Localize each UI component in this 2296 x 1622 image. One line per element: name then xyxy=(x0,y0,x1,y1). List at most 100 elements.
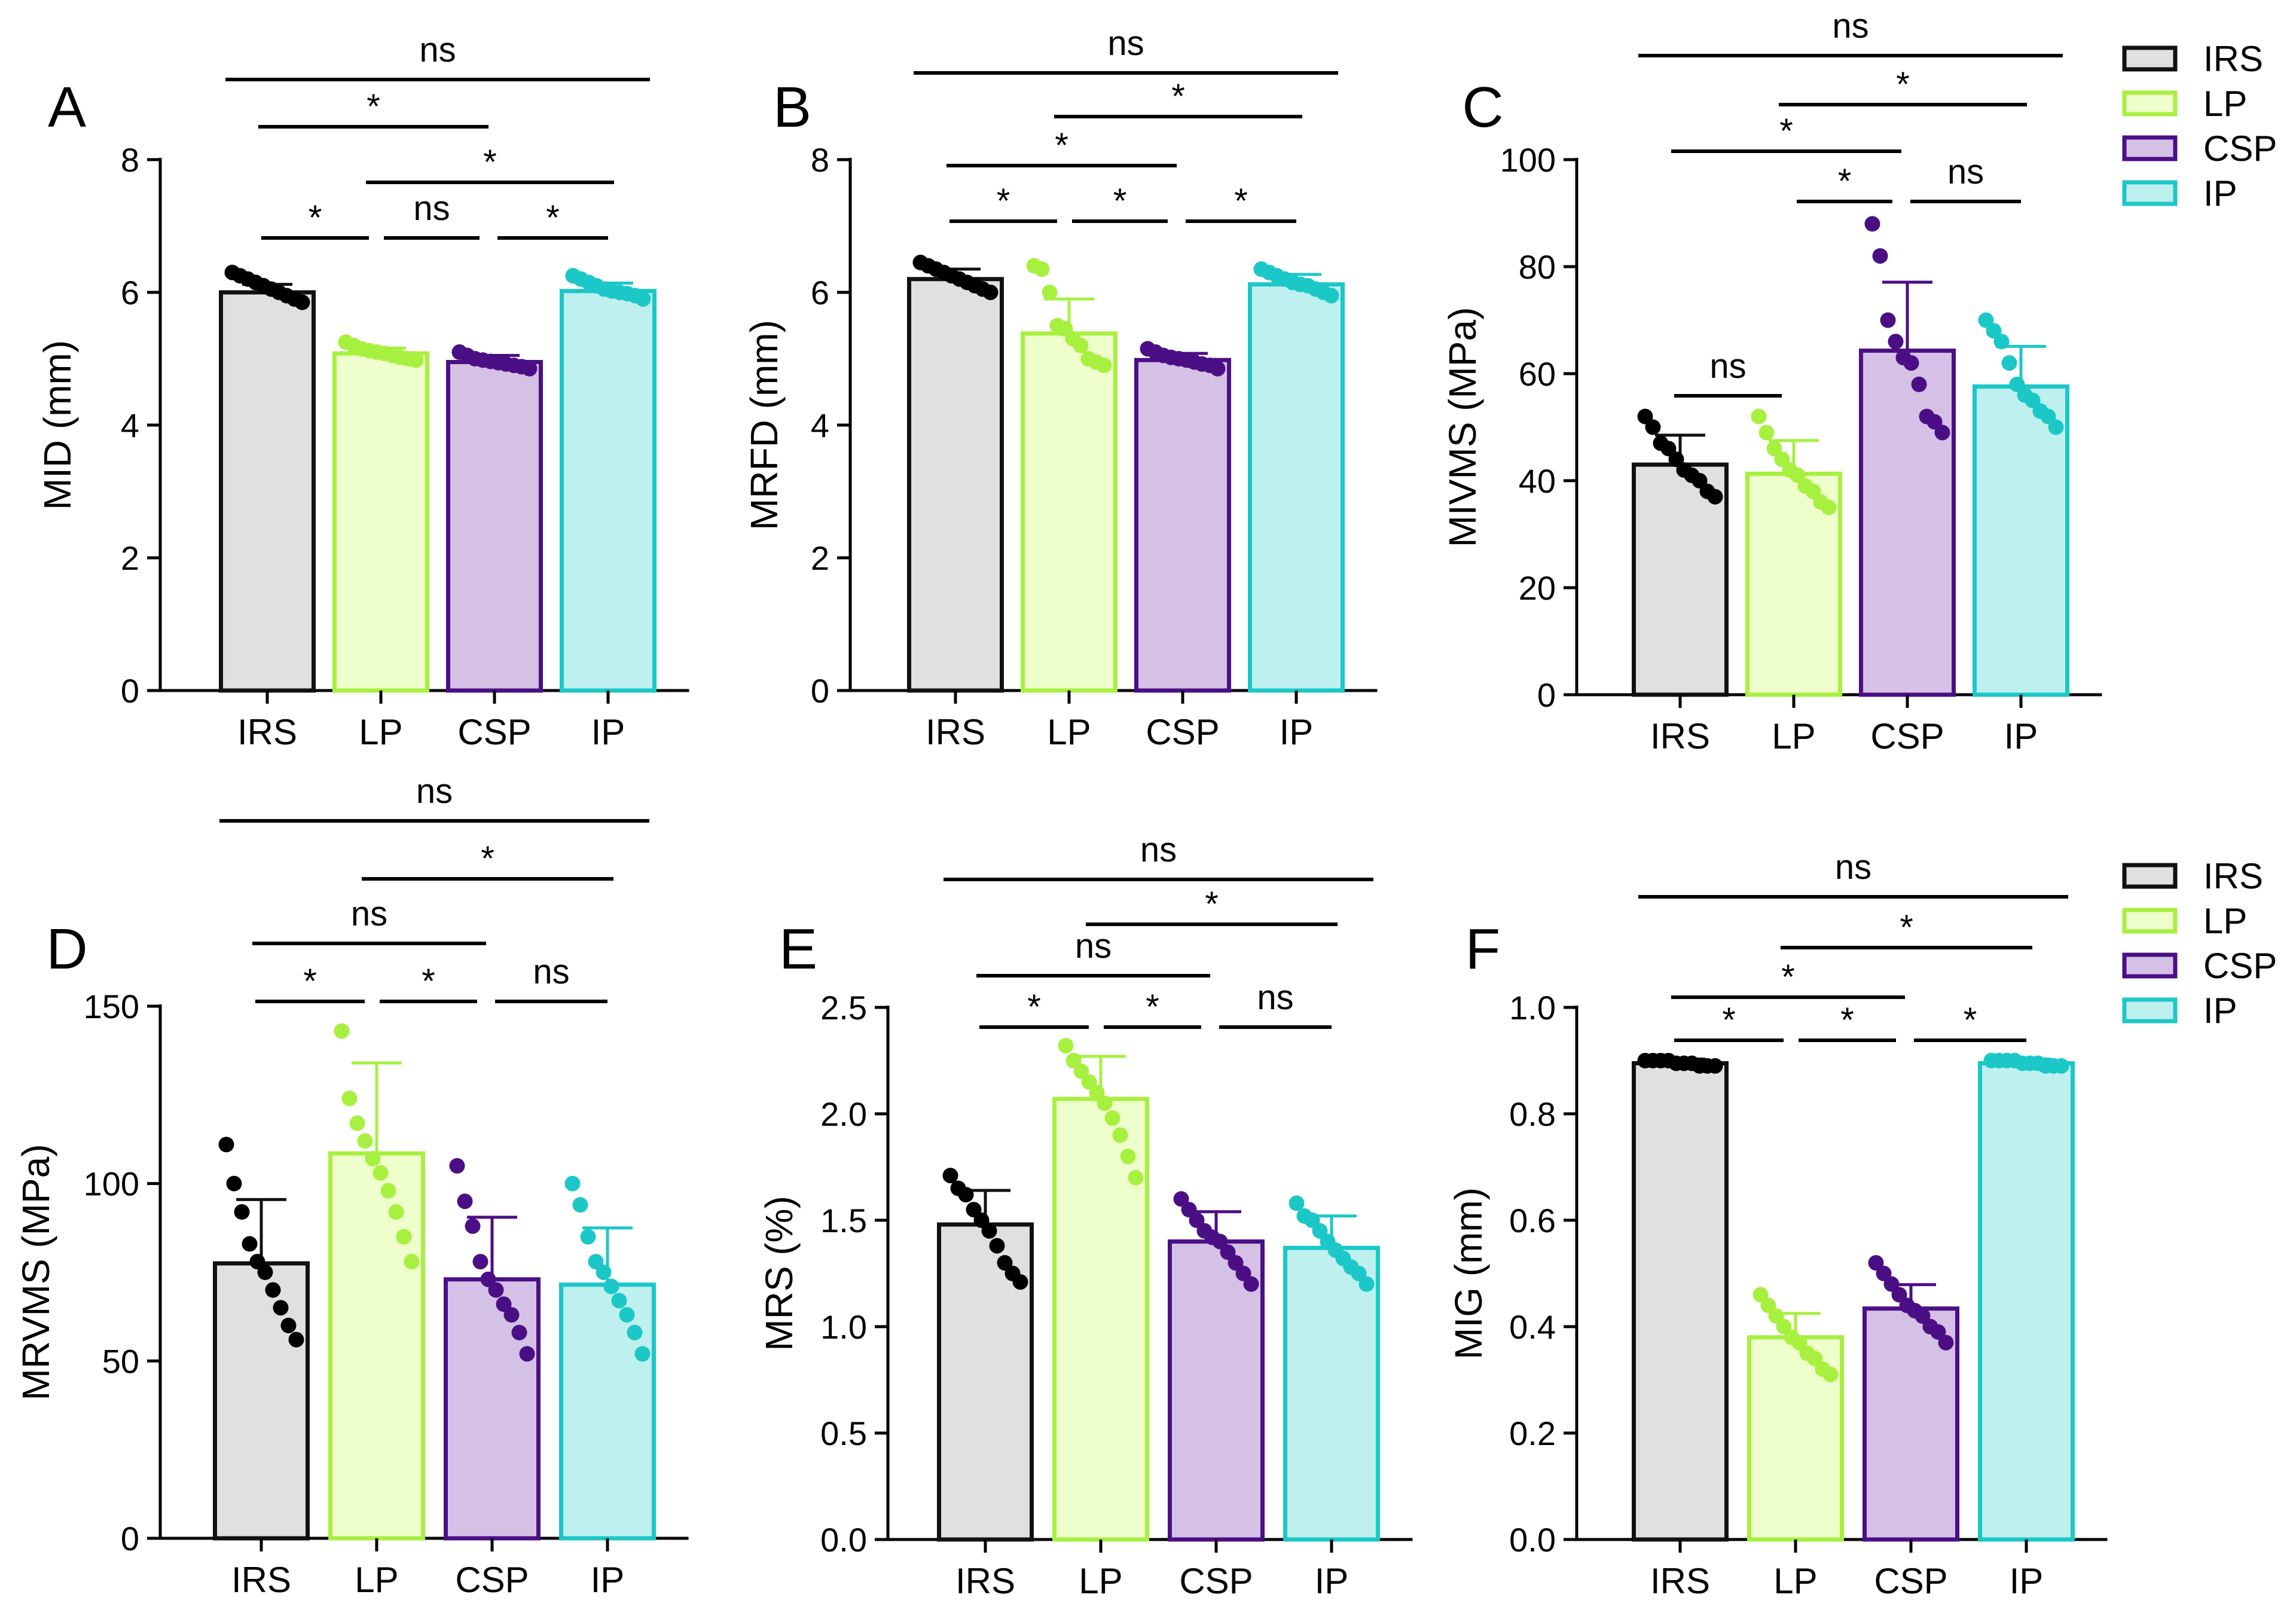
y-tick-label: 1.5 xyxy=(820,1202,867,1239)
data-point xyxy=(611,1293,627,1309)
data-point xyxy=(496,1296,512,1312)
data-point xyxy=(1097,1095,1113,1111)
data-point xyxy=(1986,323,2002,339)
data-point xyxy=(1915,1308,1931,1324)
data-point xyxy=(1637,408,1653,424)
significance-label: * xyxy=(1964,1001,1977,1040)
data-point xyxy=(966,1202,982,1218)
data-point xyxy=(1938,1334,1954,1351)
data-point xyxy=(1993,334,2010,350)
bar-ip xyxy=(1978,1061,2075,1542)
data-point xyxy=(973,1212,990,1228)
data-point xyxy=(619,1307,635,1323)
data-point xyxy=(1073,337,1089,353)
data-point xyxy=(1243,1276,1259,1292)
data-point xyxy=(1868,1255,1884,1271)
data-point xyxy=(408,352,424,368)
significance-label: * xyxy=(997,182,1010,221)
significance-label: ns xyxy=(1107,24,1144,63)
data-point xyxy=(1822,1367,1839,1383)
significance-label: * xyxy=(367,87,380,126)
bar-csp xyxy=(1134,358,1231,693)
significance-label: ns xyxy=(533,952,569,991)
data-point xyxy=(1911,376,1927,392)
significance-label: ns xyxy=(1835,848,1871,887)
chart-panel-a: A 0 2 4 6 8 MID (mm) IRS LP CSP IP ns * * * ns * xyxy=(36,30,689,752)
data-point xyxy=(2053,1058,2069,1074)
y-tick-label: 4 xyxy=(811,407,829,444)
significance-label: ns xyxy=(1140,830,1177,869)
legend-label: IRS xyxy=(2203,39,2263,79)
data-point xyxy=(1821,499,1837,515)
significance-label: * xyxy=(1896,65,1910,104)
y-axis-label: MIVMS (MPa) xyxy=(1441,307,1484,548)
data-point xyxy=(1774,451,1790,468)
x-tick-label: CSP xyxy=(455,1560,529,1600)
data-point xyxy=(404,1254,420,1270)
legend-swatch-ip xyxy=(2122,180,2178,206)
data-point xyxy=(357,1133,373,1149)
significance-label: ns xyxy=(1832,7,1868,45)
data-point xyxy=(564,1175,581,1192)
data-point xyxy=(627,1324,643,1340)
x-tick-label: IRS xyxy=(237,712,297,752)
data-point xyxy=(635,291,651,307)
data-point xyxy=(1660,441,1677,457)
data-point xyxy=(1358,1276,1375,1292)
x-tick-label: LP xyxy=(1079,1561,1122,1601)
bar-ip xyxy=(1973,384,2069,697)
bar-ip xyxy=(1248,282,1345,693)
data-point xyxy=(1930,1324,1946,1340)
data-point xyxy=(2040,408,2056,424)
y-tick-label: 0.2 xyxy=(1509,1415,1556,1452)
data-point xyxy=(1189,1212,1205,1228)
data-point xyxy=(1304,1212,1320,1228)
data-point xyxy=(1707,488,1723,505)
data-point xyxy=(1668,451,1684,468)
data-point xyxy=(1212,1233,1228,1250)
data-point xyxy=(1872,248,1888,264)
data-point xyxy=(981,1223,997,1239)
x-tick-label: IP xyxy=(591,712,625,752)
significance-label: * xyxy=(1722,1001,1736,1040)
significance-label: * xyxy=(1840,1001,1854,1040)
y-tick-label: 8 xyxy=(811,141,829,179)
data-point xyxy=(396,1229,412,1245)
data-point xyxy=(488,1282,504,1298)
significance-label: ns xyxy=(419,30,456,69)
legend-label: IP xyxy=(2203,173,2237,213)
data-point xyxy=(1864,216,1880,232)
x-tick-label: IP xyxy=(1315,1561,1349,1601)
y-tick-label: 0 xyxy=(1537,676,1556,714)
data-point xyxy=(1888,334,1904,350)
x-tick-label: LP xyxy=(1772,716,1815,756)
bar-csp xyxy=(444,1277,541,1541)
y-tick-label: 2 xyxy=(811,539,829,577)
x-tick-label: LP xyxy=(1047,712,1091,752)
data-point xyxy=(280,1318,297,1333)
data-point xyxy=(1766,441,1782,457)
x-tick-label: IRS xyxy=(231,1560,291,1600)
significance-label: ns xyxy=(1947,152,1984,191)
data-point xyxy=(388,1204,404,1220)
bar-csp xyxy=(1168,1239,1265,1542)
data-point xyxy=(1210,361,1226,377)
data-point xyxy=(1768,1308,1784,1324)
significance-label: * xyxy=(1781,958,1795,997)
data-point xyxy=(596,1264,612,1280)
data-point xyxy=(1876,1266,1892,1281)
legend-label: LP xyxy=(2203,901,2247,941)
y-tick-label: 8 xyxy=(121,141,139,179)
data-point xyxy=(511,1324,527,1340)
data-point xyxy=(334,1023,350,1039)
bar-ip xyxy=(559,1282,656,1541)
y-tick-label: 0 xyxy=(121,672,139,710)
data-point xyxy=(1692,473,1708,488)
y-tick-label: 2.0 xyxy=(820,1095,867,1133)
data-point xyxy=(958,1187,974,1203)
data-point xyxy=(2009,376,2025,392)
significance-label: * xyxy=(1027,988,1041,1027)
data-point xyxy=(1752,1287,1769,1303)
